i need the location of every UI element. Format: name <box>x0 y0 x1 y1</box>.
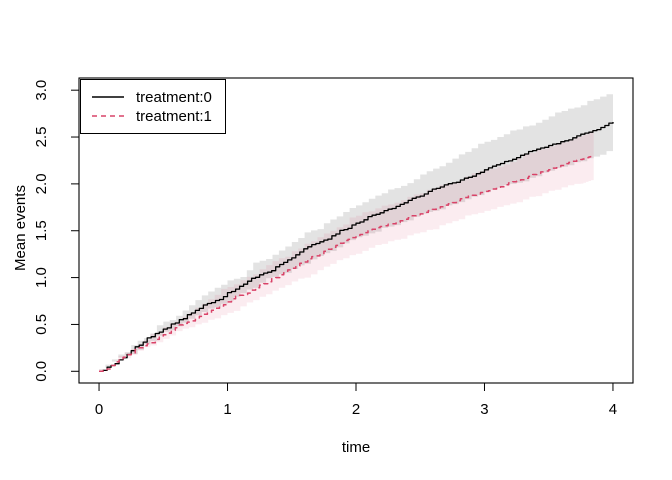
y-axis-title: Mean events <box>12 185 29 271</box>
legend: treatment:0 treatment:1 <box>80 79 226 134</box>
y-tick-label: 0.0 <box>33 361 50 382</box>
x-tick-label: 0 <box>95 401 103 418</box>
x-tick-label: 1 <box>223 401 231 418</box>
y-tick-label: 3.0 <box>33 80 50 101</box>
curve-treatment-0 <box>99 122 614 372</box>
x-tick-label: 2 <box>352 401 360 418</box>
y-tick-label: 2.5 <box>33 127 50 148</box>
curve-treatment-1 <box>99 155 595 373</box>
x-tick-label: 3 <box>480 401 488 418</box>
y-tick-label: 1.0 <box>33 267 50 288</box>
confidence-bands <box>99 90 613 372</box>
x-axis-ticks: 0 1 2 3 4 <box>95 383 617 418</box>
y-tick-label: 2.0 <box>33 173 50 194</box>
confidence-band-treatment-1 <box>99 131 594 372</box>
confidence-band-treatment-0 <box>99 90 613 372</box>
legend-label-treatment-0: treatment:0 <box>136 89 212 106</box>
y-tick-label: 0.5 <box>33 314 50 335</box>
legend-box <box>80 79 226 134</box>
y-axis-ticks: 0.0 0.5 1.0 1.5 2.0 2.5 3.0 <box>33 80 79 382</box>
x-tick-label: 4 <box>609 401 617 418</box>
x-axis-title: time <box>342 439 370 456</box>
series-curves <box>99 122 614 373</box>
legend-label-treatment-1: treatment:1 <box>136 108 212 125</box>
y-tick-label: 1.5 <box>33 220 50 241</box>
